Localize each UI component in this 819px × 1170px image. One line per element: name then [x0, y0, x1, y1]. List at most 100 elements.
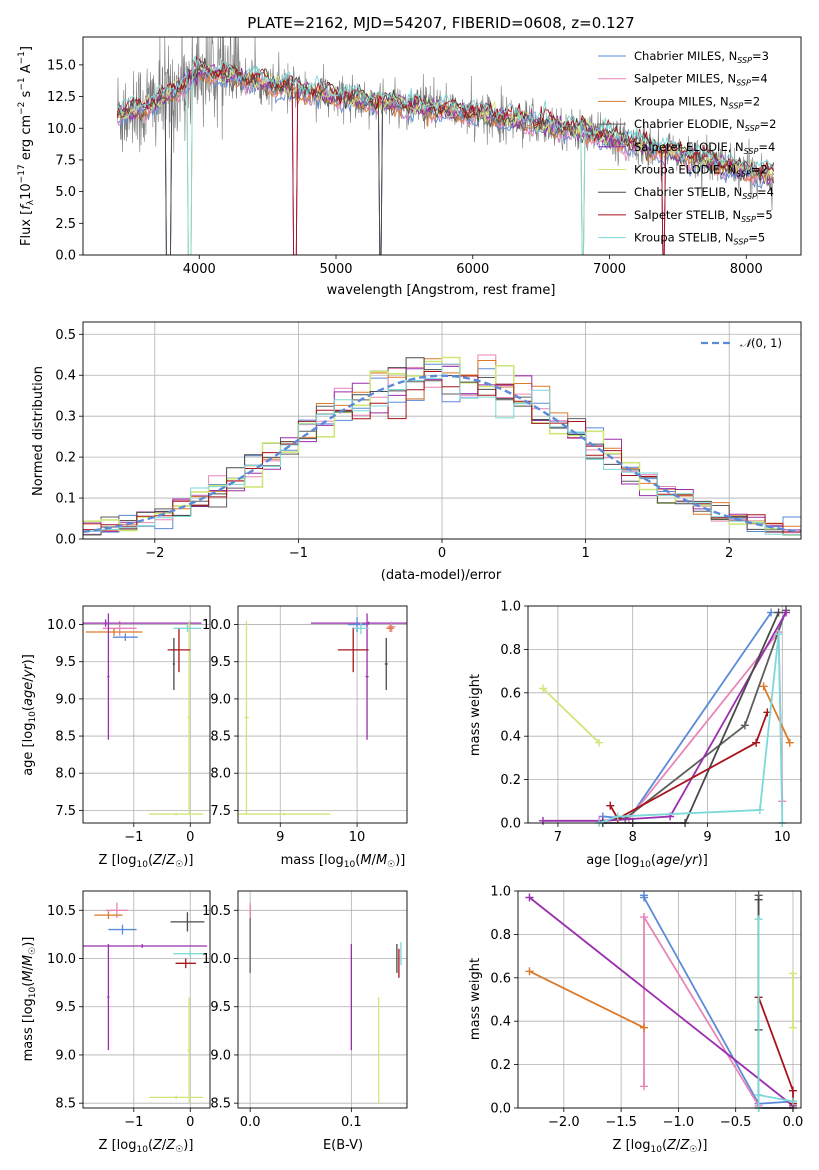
series-marker	[788, 1097, 797, 1106]
series-marker	[774, 608, 783, 617]
series-salpeter-stelib	[606, 708, 772, 823]
y-tick-label: 10.0	[47, 952, 76, 967]
x-tick-label: 10	[349, 830, 366, 845]
weight-vs-metallicity-xlabel: Z [log10(Z/Z☉)]	[613, 1138, 708, 1155]
series-kroupa-miles	[759, 682, 794, 747]
errorbar-kroupa-stelib	[353, 622, 369, 635]
x-tick-label: 10	[774, 830, 791, 845]
y-tick-label: 0.6	[490, 971, 511, 986]
y-tick-label: 1.0	[500, 600, 521, 615]
mass-vs-ebv-xlabel: E(B-V)	[323, 1138, 363, 1153]
clipped-layer	[83, 902, 208, 1104]
errorbar-chabrier-stelib	[170, 912, 205, 932]
weight-vs-age-plot-area: 7 8 9 10 0.0 0.2 0.4 0.6 0.8 1.0	[500, 600, 802, 845]
errorbar-chabrier-miles	[108, 924, 137, 935]
series-marker	[755, 805, 764, 814]
x-tick-label: 0.0	[783, 1115, 804, 1130]
weight-vs-age-panel: 7 8 9 10 0.0 0.2 0.4 0.6 0.8 1.0 age [log10(age/y…	[468, 600, 802, 870]
y-tick-label: 7.5	[55, 804, 76, 819]
clipped-layer	[116, 37, 775, 255]
clipped-layer	[238, 613, 407, 816]
legend-label: Chabrier STELIB, NSSP=4	[634, 185, 774, 201]
x-tick-label: 2	[725, 546, 733, 561]
series-marker	[538, 816, 547, 825]
residuals-legend: 𝒩(0, 1)	[701, 336, 782, 350]
x-tick-label: 0	[186, 830, 194, 845]
spectrum-xlabel: wavelength [Angstrom, rest frame]	[327, 283, 556, 298]
y-tick-label: 10.5	[47, 904, 76, 919]
x-tick-label: −1.0	[663, 1115, 695, 1130]
legend-label: Chabrier ELODIE, NSSP=2	[634, 117, 776, 133]
x-tick-label: −2.0	[548, 1115, 580, 1130]
errorbar-kroupa-stelib	[173, 950, 208, 957]
series-line	[542, 687, 600, 744]
y-tick-label: 0.0	[500, 817, 521, 832]
y-tick-label: 9.5	[55, 655, 76, 670]
gauss-legend-label: 𝒩(0, 1)	[740, 336, 782, 350]
series-marker	[640, 1023, 649, 1032]
legend-label: Salpeter STELIB, NSSP=5	[634, 208, 773, 224]
residuals-ylabel: Normed distribution	[31, 366, 46, 496]
series-marker	[525, 967, 534, 976]
model-spectrum-kroupa-elodie	[117, 64, 774, 255]
errorbar-salpeter-elodie	[365, 613, 369, 740]
series-marker	[754, 895, 763, 904]
errorbar-salpeter-miles	[387, 621, 396, 633]
age-vs-mass-panel: 9 10 7.5 8.0 8.5 9.0 9.5 10.0 mass [log10(M/M☉)…	[202, 605, 408, 870]
errorbar-salpeter-elodie	[83, 619, 202, 627]
series-marker	[782, 608, 791, 617]
x-tick-label: −0.5	[720, 1115, 752, 1130]
residuals-plot-area: −2 −1 0 1 2 0.0 0.1 0.2 0.3 0.4 0.5	[55, 321, 802, 561]
y-tick-label: 10.5	[202, 904, 231, 919]
x-tick-label: 8000	[730, 262, 763, 277]
errorbar-salpeter-elodie	[107, 944, 110, 1051]
series-marker	[606, 801, 615, 810]
age-vs-metallicity-xlabel: Z [log10(Z/Z☉)]	[99, 853, 194, 870]
series-kroupa-elodie	[788, 969, 797, 1032]
series-marker	[754, 1090, 763, 1099]
series-marker	[785, 738, 794, 747]
mass-vs-metallicity-xlabel: Z [log10(Z/Z☉)]	[99, 1138, 194, 1155]
axes-frame	[527, 605, 802, 824]
age-vs-metallicity-ylabel: age [log10(age/yr)]	[21, 654, 38, 776]
axes-frame	[237, 890, 408, 1109]
y-tick-label: 12.5	[47, 90, 76, 105]
weight-vs-metallicity-panel: −2.0 −1.5 −1.0 −0.5 0.0 0.0 0.2 0.4 0.6 0.8 1.0 Z …	[468, 885, 803, 1156]
legend-label: Kroupa ELODIE, NSSP=2	[634, 163, 768, 179]
series-marker	[767, 608, 776, 617]
y-tick-label: 9.0	[210, 692, 231, 707]
y-tick-label: 0.8	[490, 928, 511, 943]
errorbar-chabrier-miles	[347, 617, 367, 633]
clipped-layer	[83, 613, 204, 816]
mass-vs-metallicity-panel: −1 0 8.5 9.0 9.5 10.0 10.5 Z [log10(Z/Z☉)] mas…	[21, 890, 211, 1155]
errorbar-kroupa-elodie	[149, 1095, 204, 1100]
mass-vs-ebv-plot-area: 0.0 0.1 8.5 9.0 9.5 10.0 10.5	[202, 890, 408, 1130]
errorbar-kroupa-elodie	[187, 997, 191, 1104]
y-tick-label: 0.2	[55, 451, 76, 466]
series-kroupa-elodie	[538, 684, 604, 747]
series-marker	[752, 738, 761, 747]
axes-frame	[517, 890, 802, 1109]
y-tick-label: 8.5	[210, 730, 231, 745]
y-tick-label: 15.0	[47, 58, 76, 73]
x-tick-label: −1.5	[605, 1115, 637, 1130]
y-tick-label: 9.0	[55, 1048, 76, 1063]
series-marker	[640, 893, 649, 902]
spectrum-panel: PLATE=2162, MJD=54207, FIBERID=0608, z=0…	[17, 14, 802, 298]
series-line	[543, 612, 787, 822]
x-tick-label: 6000	[456, 262, 489, 277]
series-marker	[754, 915, 763, 924]
spectrum-plot-area: 4000 5000 6000 7000 8000 0.0 2.5 5.0 7.5 10.0 12.5…	[47, 36, 802, 277]
y-tick-label: 1.0	[490, 885, 511, 900]
legend-label: Kroupa STELIB, NSSP=5	[634, 231, 765, 247]
x-tick-label: −2	[145, 546, 164, 561]
axes-frame	[82, 36, 802, 256]
residuals-xlabel: (data-model)/error	[381, 568, 502, 583]
series-marker	[759, 682, 768, 691]
spectrum-legend: Chabrier MILES, NSSP=3 Salpeter MILES, NS…	[598, 49, 776, 247]
y-tick-label: 0.4	[500, 730, 521, 745]
series-marker	[788, 1023, 797, 1032]
legend-label: Kroupa MILES, NSSP=2	[634, 94, 760, 110]
x-tick-label: 0	[186, 1115, 194, 1130]
